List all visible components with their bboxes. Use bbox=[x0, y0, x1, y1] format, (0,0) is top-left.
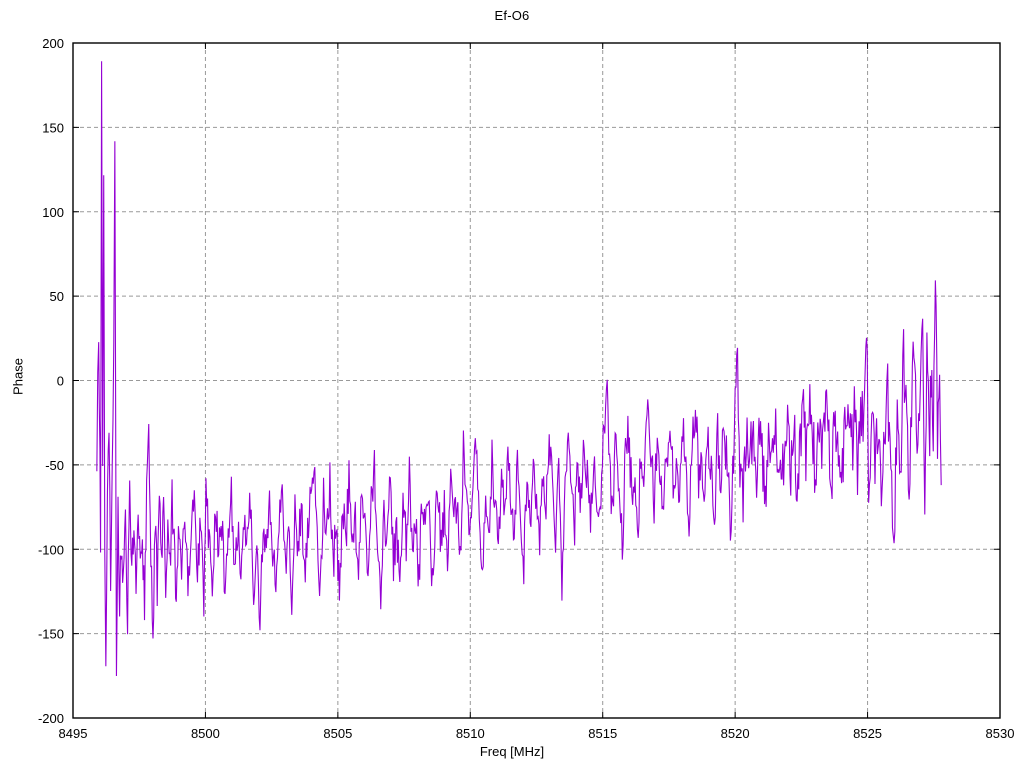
svg-text:-200: -200 bbox=[38, 711, 64, 726]
svg-text:8515: 8515 bbox=[588, 726, 617, 741]
svg-text:50: 50 bbox=[50, 289, 64, 304]
svg-text:8520: 8520 bbox=[721, 726, 750, 741]
svg-text:100: 100 bbox=[42, 205, 64, 220]
plot-frame bbox=[72, 42, 1001, 719]
svg-text:200: 200 bbox=[42, 36, 64, 51]
x-axis-label: Freq [MHz] bbox=[479, 744, 545, 759]
gridlines bbox=[73, 43, 1000, 718]
svg-text:8525: 8525 bbox=[853, 726, 882, 741]
data-series-line bbox=[96, 61, 942, 677]
svg-text:8505: 8505 bbox=[323, 726, 352, 741]
chart-title: Ef-O6 bbox=[494, 8, 530, 23]
svg-text:-50: -50 bbox=[45, 458, 64, 473]
svg-text:8510: 8510 bbox=[456, 726, 485, 741]
svg-text:8530: 8530 bbox=[986, 726, 1015, 741]
svg-text:150: 150 bbox=[42, 120, 64, 135]
svg-text:-150: -150 bbox=[38, 627, 64, 642]
svg-text:8495: 8495 bbox=[59, 726, 88, 741]
svg-text:8500: 8500 bbox=[191, 726, 220, 741]
tick-labels: -200 -150 -100 -50 0 50 100 150 200 8495 8500 8505 8… bbox=[38, 36, 1014, 741]
svg-text:0: 0 bbox=[57, 374, 64, 389]
svg-text:-100: -100 bbox=[38, 542, 64, 557]
